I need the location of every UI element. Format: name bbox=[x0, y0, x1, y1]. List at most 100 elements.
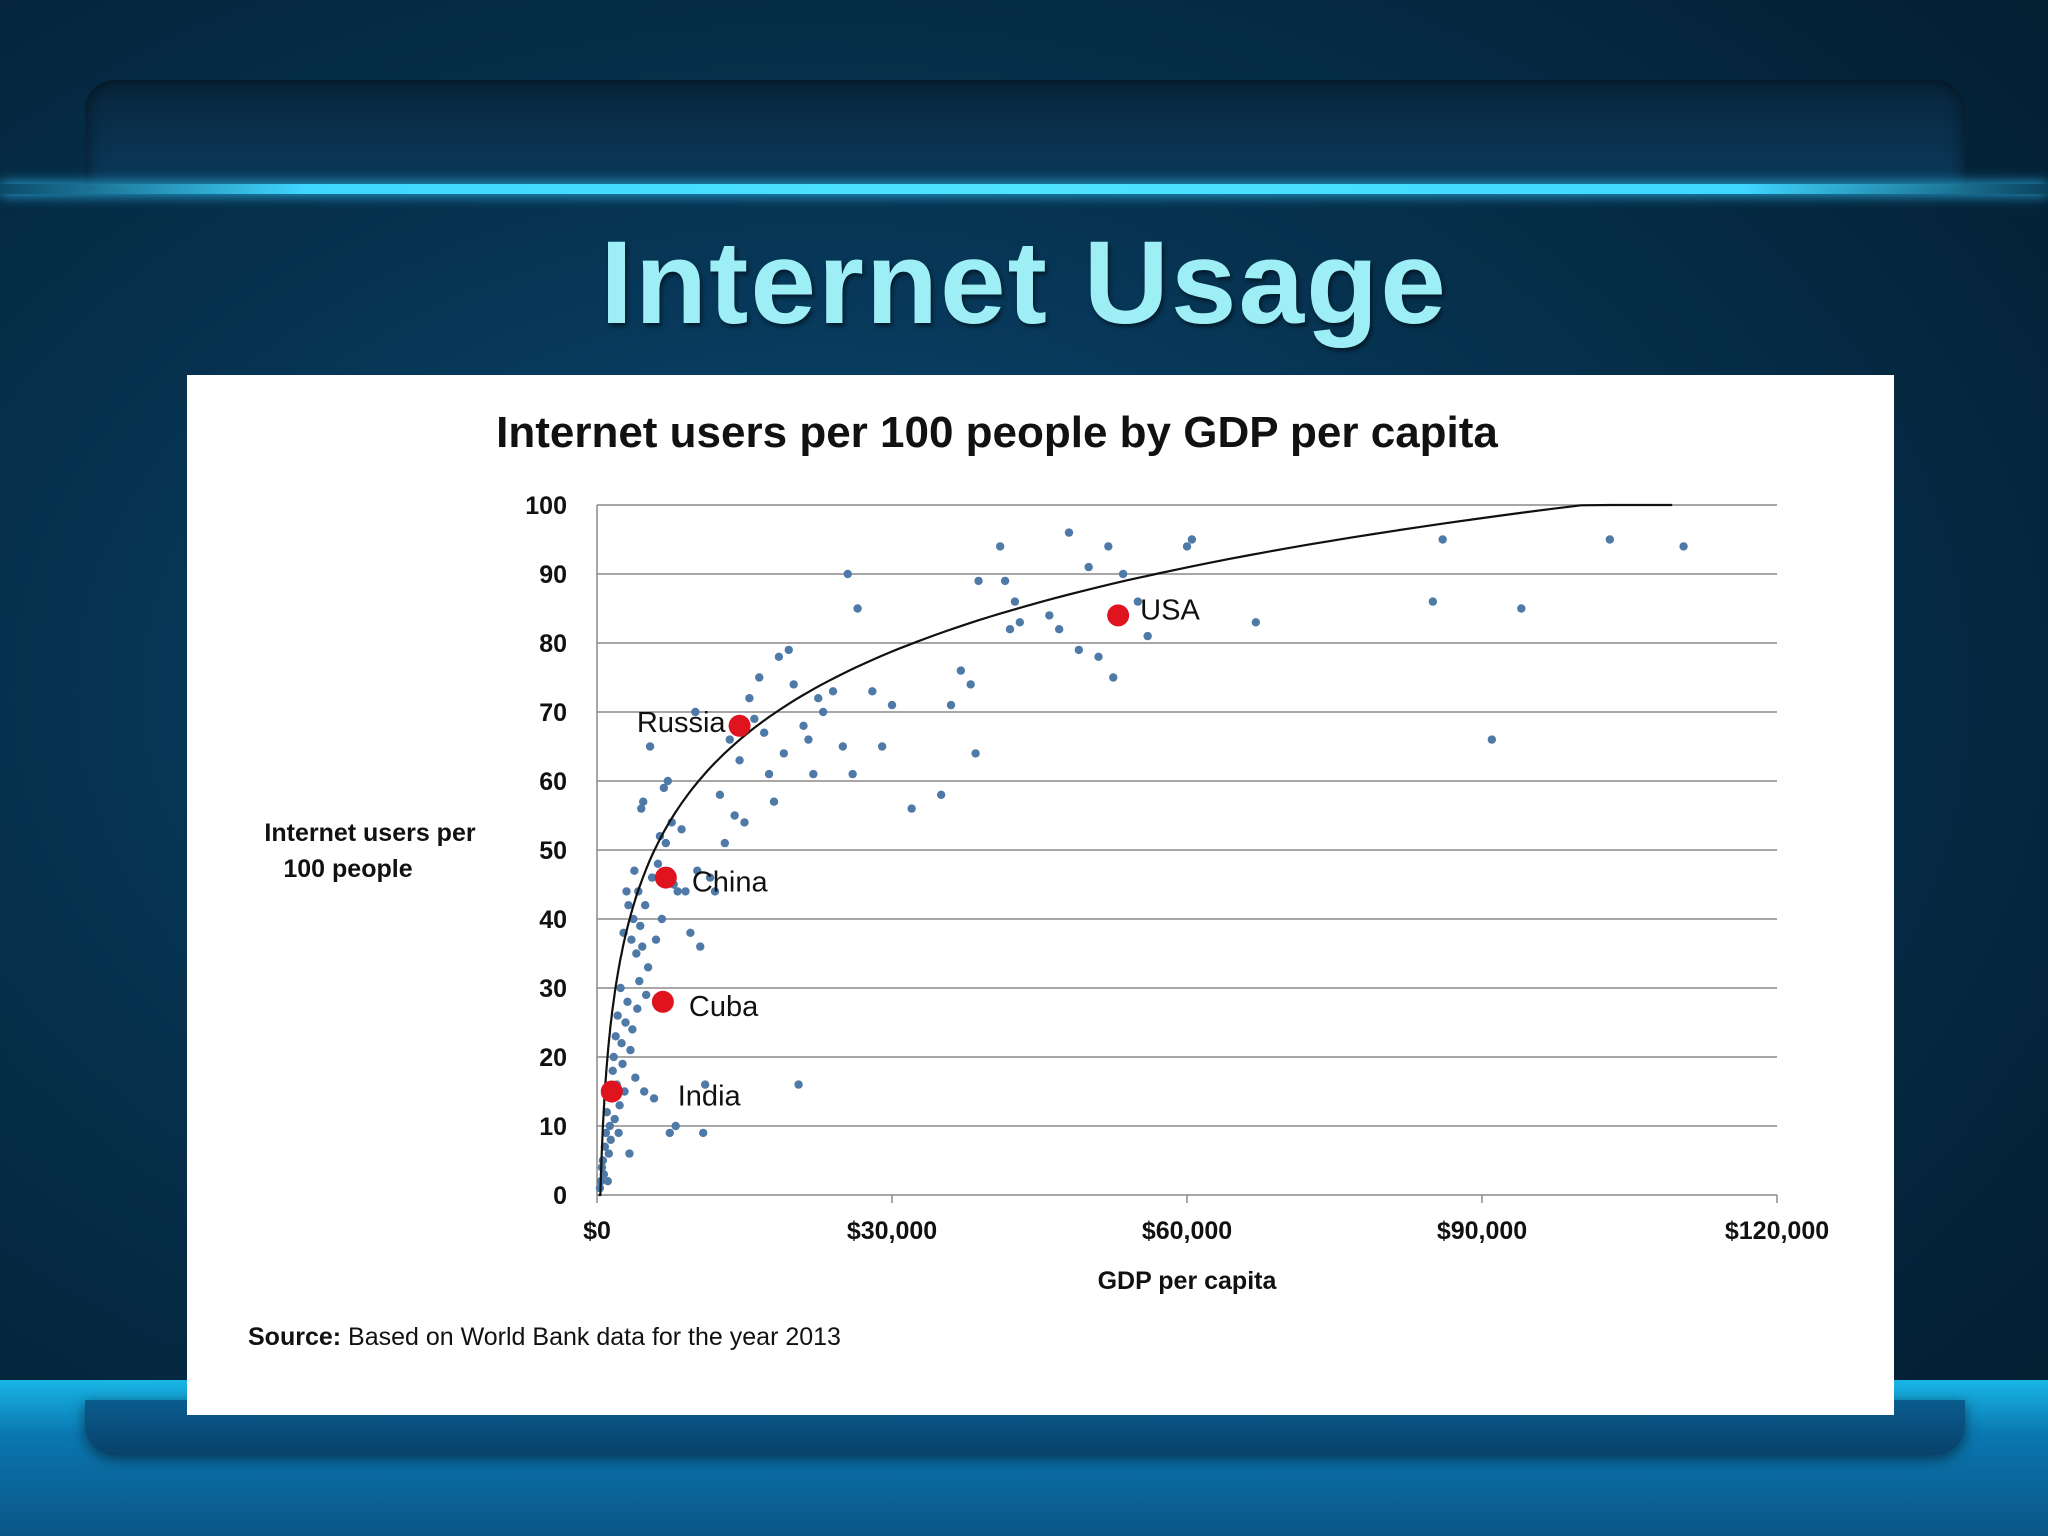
data-point bbox=[627, 935, 636, 944]
data-point bbox=[700, 1080, 710, 1089]
scatter-chart: Internet users per 100 people by GDP per… bbox=[264, 408, 1829, 1295]
data-point bbox=[1182, 542, 1192, 551]
data-point bbox=[764, 769, 774, 779]
data-point bbox=[907, 804, 916, 813]
data-point bbox=[638, 942, 647, 951]
data-point bbox=[623, 997, 632, 1006]
data-point bbox=[774, 652, 784, 661]
data-point bbox=[1438, 535, 1447, 544]
data-point bbox=[616, 983, 625, 993]
y-tick-label: 90 bbox=[539, 561, 567, 589]
data-point bbox=[804, 735, 813, 744]
data-point bbox=[649, 1094, 659, 1103]
data-point bbox=[715, 790, 725, 799]
data-point bbox=[621, 1018, 630, 1027]
y-tick-label: 40 bbox=[539, 906, 567, 934]
data-point bbox=[1487, 735, 1497, 744]
trend-layer bbox=[598, 503, 1673, 1197]
data-point bbox=[628, 1025, 637, 1034]
slide-glow-line bbox=[0, 184, 2048, 194]
data-point bbox=[877, 742, 887, 751]
data-point bbox=[809, 769, 818, 779]
data-point bbox=[725, 735, 734, 744]
data-point bbox=[624, 901, 633, 910]
data-point bbox=[673, 887, 682, 896]
data-point bbox=[615, 1101, 624, 1110]
data-point bbox=[946, 700, 956, 710]
data-point bbox=[750, 714, 759, 724]
data-point bbox=[974, 576, 983, 586]
data-point bbox=[657, 914, 667, 924]
data-point bbox=[755, 673, 764, 682]
highlight-label: USA bbox=[1140, 594, 1200, 626]
data-point bbox=[794, 1080, 803, 1089]
data-point bbox=[848, 769, 857, 779]
data-point bbox=[1679, 542, 1688, 551]
data-point bbox=[608, 1066, 617, 1075]
data-point bbox=[693, 866, 702, 875]
data-point bbox=[686, 928, 695, 937]
x-tick-label: $120,000 bbox=[1725, 1217, 1829, 1245]
highlight-point bbox=[651, 990, 674, 1013]
data-point bbox=[640, 901, 650, 910]
data-point bbox=[636, 921, 645, 931]
data-point bbox=[653, 859, 663, 868]
data-point bbox=[1187, 535, 1197, 544]
data-point bbox=[609, 1052, 618, 1062]
data-point bbox=[1118, 569, 1128, 579]
data-point bbox=[699, 1128, 708, 1138]
y-tick-label: 100 bbox=[525, 492, 567, 520]
data-point bbox=[1054, 625, 1064, 634]
y-axis-label-line2: 100 people bbox=[283, 855, 412, 883]
data-point bbox=[671, 1121, 680, 1131]
data-point bbox=[769, 797, 779, 806]
data-point bbox=[1094, 652, 1103, 661]
data-point bbox=[779, 749, 789, 758]
slide-frame-top bbox=[85, 80, 1965, 190]
data-point bbox=[635, 976, 644, 986]
x-tick-label: $30,000 bbox=[847, 1217, 937, 1245]
data-point bbox=[995, 542, 1005, 551]
data-point bbox=[1251, 618, 1261, 627]
data-point bbox=[710, 887, 720, 896]
data-point bbox=[814, 694, 823, 703]
slide-title: Internet Usage bbox=[600, 217, 1448, 349]
data-point bbox=[631, 1073, 640, 1082]
data-point bbox=[1517, 604, 1526, 613]
data-point bbox=[720, 838, 730, 848]
data-point bbox=[735, 756, 744, 765]
data-point bbox=[614, 1128, 623, 1138]
data-point bbox=[640, 1087, 649, 1096]
data-point bbox=[853, 604, 862, 613]
y-tick-label: 20 bbox=[539, 1044, 567, 1072]
data-point bbox=[663, 776, 672, 786]
data-point bbox=[730, 811, 739, 820]
data-point bbox=[1109, 673, 1118, 682]
y-axis-label-line1: Internet users per bbox=[264, 819, 475, 847]
data-point bbox=[681, 887, 690, 896]
data-point bbox=[784, 645, 793, 655]
points-layer bbox=[595, 528, 1688, 1193]
y-tick-label: 30 bbox=[539, 975, 567, 1003]
data-point bbox=[818, 707, 828, 717]
data-point bbox=[622, 887, 631, 896]
data-point bbox=[647, 873, 657, 882]
data-point bbox=[696, 942, 705, 951]
y-tick-label: 60 bbox=[539, 768, 567, 796]
data-point bbox=[632, 949, 641, 958]
data-point bbox=[868, 687, 877, 696]
chart-title: Internet users per 100 people by GDP per… bbox=[496, 408, 1498, 457]
data-point bbox=[789, 680, 798, 689]
highlight-label: Cuba bbox=[689, 991, 759, 1023]
data-point bbox=[625, 1149, 634, 1158]
data-point bbox=[705, 873, 715, 882]
data-point bbox=[637, 804, 646, 813]
data-point bbox=[1064, 528, 1074, 537]
data-point bbox=[1104, 542, 1113, 551]
source-text: Based on World Bank data for the year 20… bbox=[348, 1323, 841, 1351]
x-tick-label: $90,000 bbox=[1437, 1217, 1527, 1245]
highlight-point bbox=[600, 1080, 623, 1103]
data-point bbox=[610, 1114, 619, 1124]
data-point bbox=[661, 838, 671, 848]
data-point bbox=[603, 1177, 613, 1186]
